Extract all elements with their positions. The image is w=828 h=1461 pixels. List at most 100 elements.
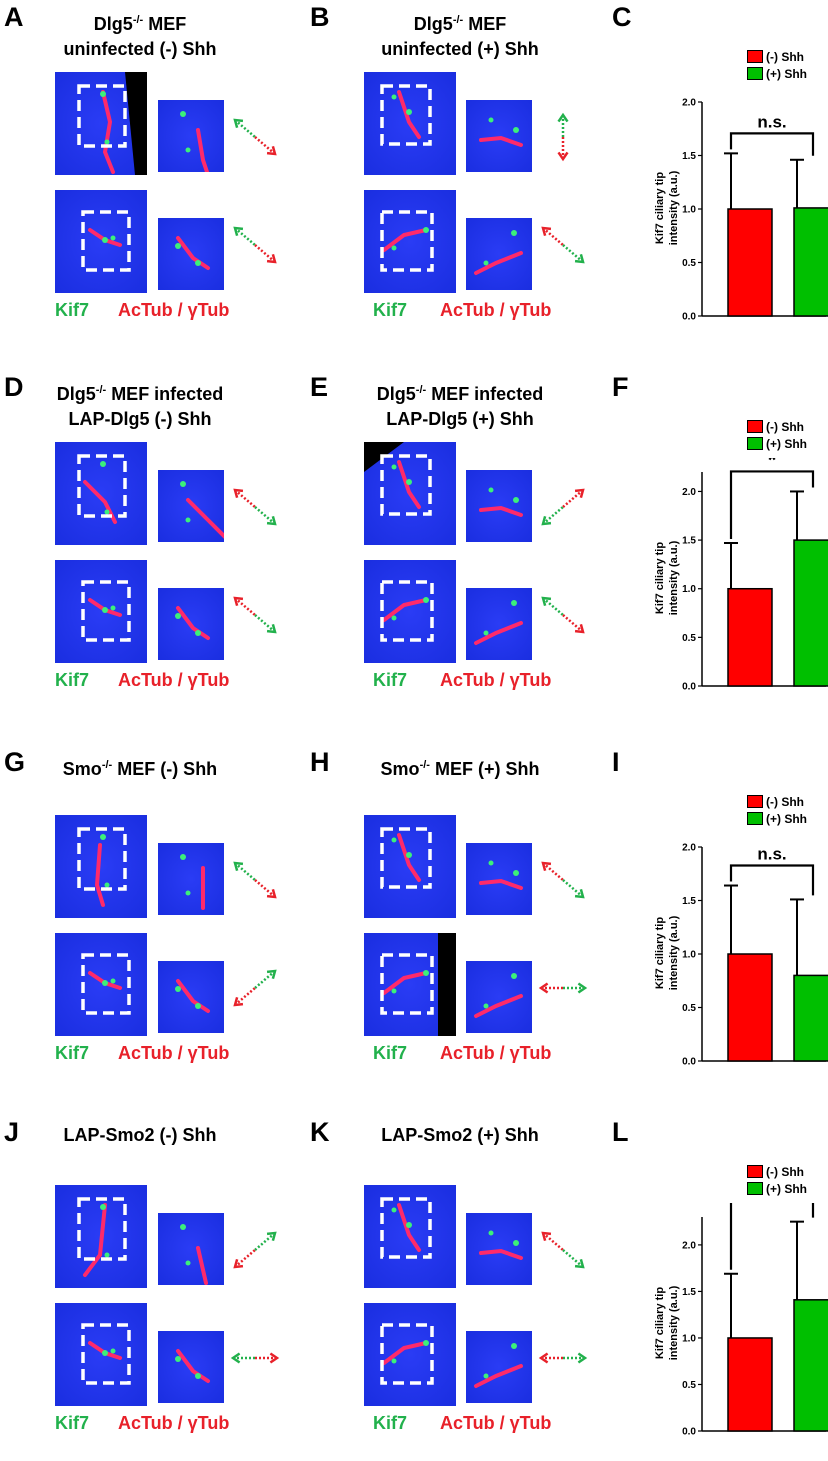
micrograph-top-zoom [466,1213,532,1285]
legend-item-neg: (-) Shh [747,793,807,810]
zoom-box [77,827,127,891]
micrograph-top-large [364,1185,456,1288]
y-axis-label: Kif7 ciliary tip intensity (a.u.) [653,503,685,653]
panel-letter: E [310,372,329,402]
kif7-spot [488,860,494,866]
chart-legend: (-) Shh (+) Shh [747,1163,807,1197]
actub-label: AcTub / γTub [118,1043,230,1063]
panel-title: Smo-/- MEF (-) Shh [40,753,240,782]
orientation-arrow [538,112,588,162]
zoom-box [81,580,131,642]
kif7-spot [488,1230,494,1236]
micrograph-top-large [55,1185,147,1288]
micrograph-bottom-zoom [466,588,532,660]
y-axis-label-line: Kif7 ciliary tip [654,171,666,245]
y-tick-label: 1.0 [682,205,696,216]
panel-letter: L [612,1117,629,1147]
y-axis-label-line: intensity (a.u.) [668,915,680,991]
significance-label: * [768,458,777,472]
kif7-spot [104,882,110,888]
panel-title: Dlg5-/- MEF infected LAP-Dlg5 (-) Shh [40,378,240,432]
legend-item-pos: (+) Shh [747,810,807,827]
y-tick-label: 0.5 [682,258,696,269]
legend-label: (+) Shh [766,66,807,81]
kif7-spot [423,227,429,233]
micrograph-bottom-large [364,560,456,663]
kif7-spot [391,94,397,100]
kif7-spot [513,127,519,133]
legend-swatch-pos [747,1182,763,1195]
significance-label: n.s. [757,845,786,864]
micrograph-bottom-zoom [466,1331,532,1403]
y-tick-label: 0.0 [682,1427,696,1438]
cilium-shape [479,878,523,890]
kif7-spot [483,630,489,636]
title-superscript: -/- [415,384,427,396]
panel-title: Dlg5-/- MEF uninfected (+) Shh [345,8,575,62]
micrograph-top-large [55,442,147,545]
panel-title: LAP-Smo2 (+) Shh [345,1123,575,1148]
kif7-spot [483,1373,489,1379]
title-text: Dlg5 [376,384,416,404]
y-axis-label: Kif7 ciliary tip intensity (a.u.) [653,1248,685,1398]
kif7-spot [175,243,181,249]
title-text: Dlg5 [93,14,133,34]
y-axis-label-line: Kif7 ciliary tip [654,541,666,615]
micrograph-bottom-large [55,190,147,293]
bar-chart: 0.0 0.5 1.0 1.5 2.0 n.s. [662,88,828,328]
kif7-label: Kif7 [373,670,408,690]
y-tick-label: 1.5 [682,1287,696,1298]
orientation-arrow [538,220,588,270]
kif7-spot [483,260,489,266]
micrograph-bottom-zoom [158,961,224,1033]
y-axis-label: Kif7 ciliary tip intensity (a.u.) [653,878,685,1028]
title-line-2: uninfected (+) Shh [381,39,539,59]
title-text: Dlg5 [56,384,96,404]
legend-label: (-) Shh [766,1164,804,1179]
kif7-spot [110,605,116,611]
kif7-spot [104,1252,110,1258]
bar-pos [793,207,828,317]
title-superscript: -/- [419,759,430,771]
significance-bracket [729,864,815,896]
kif7-spot [180,854,186,860]
title-superscript: -/- [101,759,113,771]
y-tick-label: 0.5 [682,633,696,644]
kif7-spot [102,607,108,613]
title-superscript: -/- [95,384,107,396]
kif7-spot [511,230,517,236]
kif7-spot [511,1343,517,1349]
micrograph-bottom-large [55,933,147,1036]
y-tick-label: 2.0 [682,843,696,854]
kif7-spot [180,111,186,117]
cilium-shape [397,90,421,139]
cilium-shape [94,843,105,907]
kif7-spot [511,600,517,606]
y-tick-label: 1.0 [682,584,696,595]
kif7-spot [483,1003,489,1009]
y-axis-label: Kif7 ciliary tip intensity (a.u.) [653,133,685,283]
chart-legend: (-) Shh (+) Shh [747,793,807,827]
bar-chart: 0.00.51.01.52.0* [662,1178,828,1443]
micrograph-bottom-large [364,190,456,293]
orientation-arrow [230,220,280,270]
kif7-spot [391,988,397,994]
bar-pos [793,1299,828,1432]
micrograph-top-zoom [158,470,224,542]
orientation-arrow [230,1333,280,1383]
orientation-arrow [230,963,280,1013]
cilium-shape [479,135,523,147]
panel-title: Dlg5-/- MEF infected LAP-Dlg5 (+) Shh [345,378,575,432]
zoom-box [77,454,127,518]
cilium-shape [83,1203,107,1277]
kif7-spot [406,479,412,485]
micrograph-top-zoom [466,470,532,542]
cilium-shape [176,236,210,270]
actub-label: AcTub / γTub [118,1413,230,1433]
panel-letter: I [612,747,620,777]
orientation-arrow [230,482,280,532]
bar-neg [727,587,773,687]
kif7-spot [195,1003,201,1009]
kif7-spot [391,1207,397,1213]
